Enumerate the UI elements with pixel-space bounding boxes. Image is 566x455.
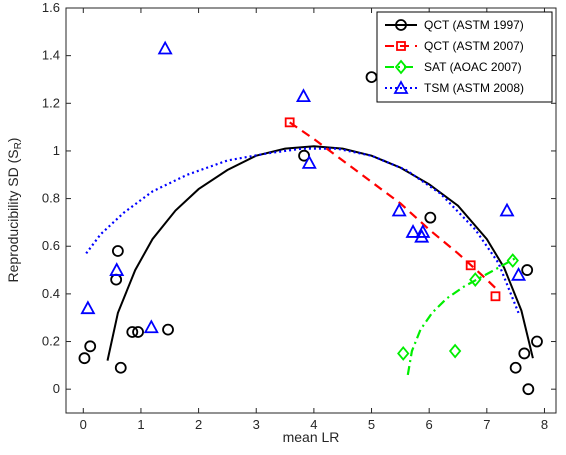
data-point-series-0 [132,326,144,338]
y-axis-title-end: ) [5,138,21,143]
data-point-series-3 [295,88,312,103]
fit-line-series-1 [289,121,498,290]
data-point-series-0 [126,326,139,338]
y-axis-title: Reproducibility SD (SR) [5,138,24,283]
data-point-series-0 [424,211,437,224]
x-tick-label: 7 [483,417,490,432]
data-point-series-0 [518,347,531,360]
data-point-series-3 [499,202,515,217]
fit-line-series-0 [106,145,534,361]
legend-marker [393,80,409,94]
x-axis: 0 1 2 3 4 5 6 7 8 [80,8,548,432]
data-point-series-0 [522,383,535,396]
legend: QCT (ASTM 1997) QCT (ASTM 2007) SAT (AOAC … [376,11,553,103]
data-point-series-1 [465,260,476,271]
y-tick-label: 0.6 [42,238,60,253]
legend-label: QCT (ASTM 2007) [424,39,524,53]
data-point-series-0 [521,264,534,276]
data-point-series-0 [162,323,174,336]
y-axis: 0 0.2 0.4 0.6 0.8 1 1.2 1.4 1.6 [42,0,556,396]
x-axis-title: mean LR [283,429,340,445]
y-axis-title-main: Reproducibility SD (S [5,149,21,282]
data-point-series-3 [405,224,421,238]
data-point-series-3 [511,266,527,281]
data-point-series-0 [78,352,91,365]
y-tick-label: 1.2 [42,95,60,110]
data-point-series-0 [111,245,124,257]
y-tick-label: 1 [53,143,60,158]
y-tick-label: 1.4 [42,48,60,63]
y-tick-label: 0.2 [42,334,60,349]
y-tick-label: 0.4 [42,286,60,301]
x-tick-label: 4 [310,417,317,432]
y-tick-label: 0 [53,381,60,396]
y-axis-title-subscript: R [13,142,24,149]
data-point-series-2 [397,346,410,361]
data-point-series-2 [469,272,482,287]
data-point-series-0 [84,340,97,353]
legend-label: SAT (AOAC 2007) [424,60,522,74]
legend-label: QCT (ASTM 1997) [424,18,524,32]
fit-lines [85,121,534,376]
data-point-series-1 [284,117,295,128]
legend-marker [394,59,408,75]
data-point-series-0 [114,361,127,374]
data-point-series-3 [80,300,96,315]
x-tick-label: 2 [195,417,202,432]
legend-marker [396,41,406,51]
y-tick-label: 0.8 [42,191,60,206]
data-point-series-0 [509,361,522,374]
data-point-series-3 [143,319,159,334]
x-tick-label: 8 [541,417,548,432]
data-point-series-3 [301,154,317,169]
y-tick-label: 1.6 [42,0,60,15]
x-tick-label: 3 [253,417,260,432]
legend-marker [395,19,407,31]
fit-line-series-3 [85,147,520,314]
data-point-series-2 [506,253,519,268]
data-point-series-1 [490,291,501,302]
x-tick-label: 5 [368,417,375,432]
data-point-series-3 [391,202,407,217]
data-point-series-0 [531,335,543,348]
data-point-series-3 [109,262,125,276]
fit-line-series-2 [406,257,517,376]
legend-label: TSM (ASTM 2008) [424,81,524,95]
data-point-series-2 [448,343,462,359]
data-point-series-3 [415,224,431,238]
x-tick-label: 0 [80,417,87,432]
data-point-series-3 [157,40,173,55]
x-tick-label: 1 [137,417,144,432]
x-tick-label: 6 [426,417,433,432]
